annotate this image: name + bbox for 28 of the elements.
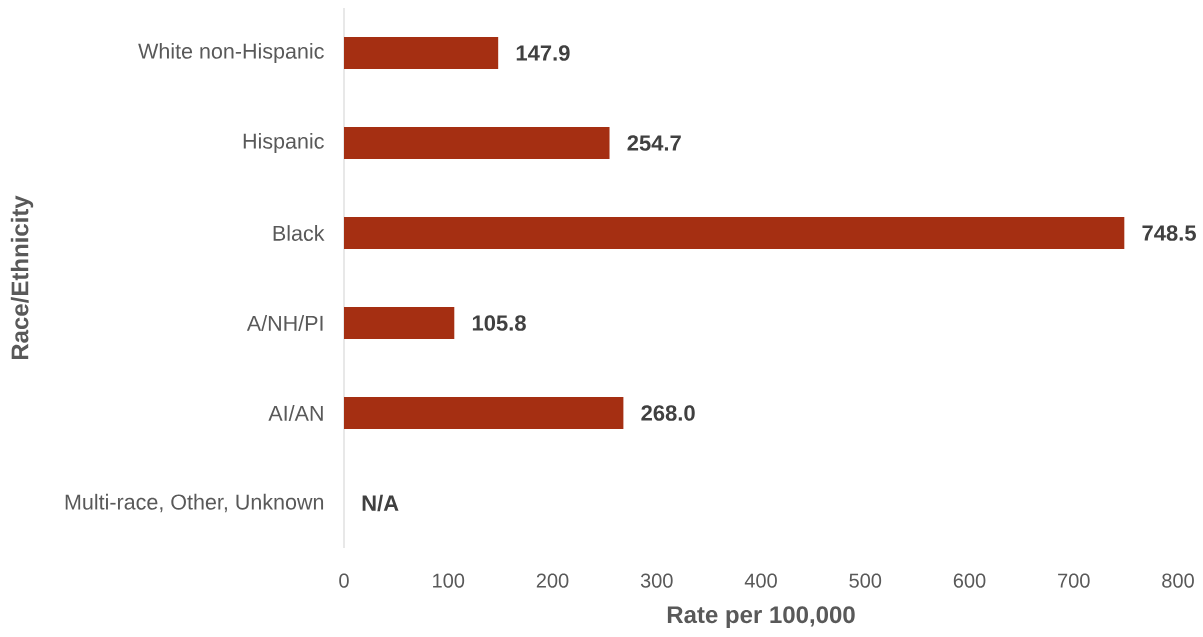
y-tick-label: Multi-race, Other, Unknown	[65, 493, 324, 513]
x-tick-label: 700	[1058, 573, 1090, 588]
x-tick-label: 800	[1162, 573, 1194, 588]
text: N/A	[362, 494, 399, 512]
x-tick-label: 500	[849, 573, 882, 588]
y-tick-label: White non-Hispanic	[138, 42, 324, 64]
bar	[344, 37, 499, 70]
x-tick-label: 0	[339, 573, 349, 588]
data-label: 748.5	[1142, 225, 1196, 241]
y-tick-label: Black	[273, 225, 325, 241]
y-tick-label: Hispanic	[243, 132, 324, 154]
x-tick-label: 600	[953, 573, 986, 588]
data-label: 254.7	[627, 135, 681, 151]
data-label: 147.9	[516, 45, 570, 61]
bar	[344, 127, 610, 160]
bar	[344, 217, 1125, 250]
y-tick-label: A/NH/PI	[246, 315, 323, 331]
x-tick-label: 400	[744, 573, 777, 588]
y-tick-label: AI/AN	[268, 405, 323, 421]
x-tick-label: 300	[640, 573, 673, 588]
x-tick-label: 200	[536, 573, 569, 588]
bar	[344, 397, 624, 430]
data-label: 105.8	[472, 315, 526, 331]
data-label: 268.0	[641, 405, 695, 421]
bar	[344, 307, 455, 340]
x-axis-title: Rate per 100,000	[667, 606, 855, 628]
x-tick-label: 100	[433, 573, 465, 588]
y-axis-title: Race/Ethnicity	[10, 195, 34, 360]
